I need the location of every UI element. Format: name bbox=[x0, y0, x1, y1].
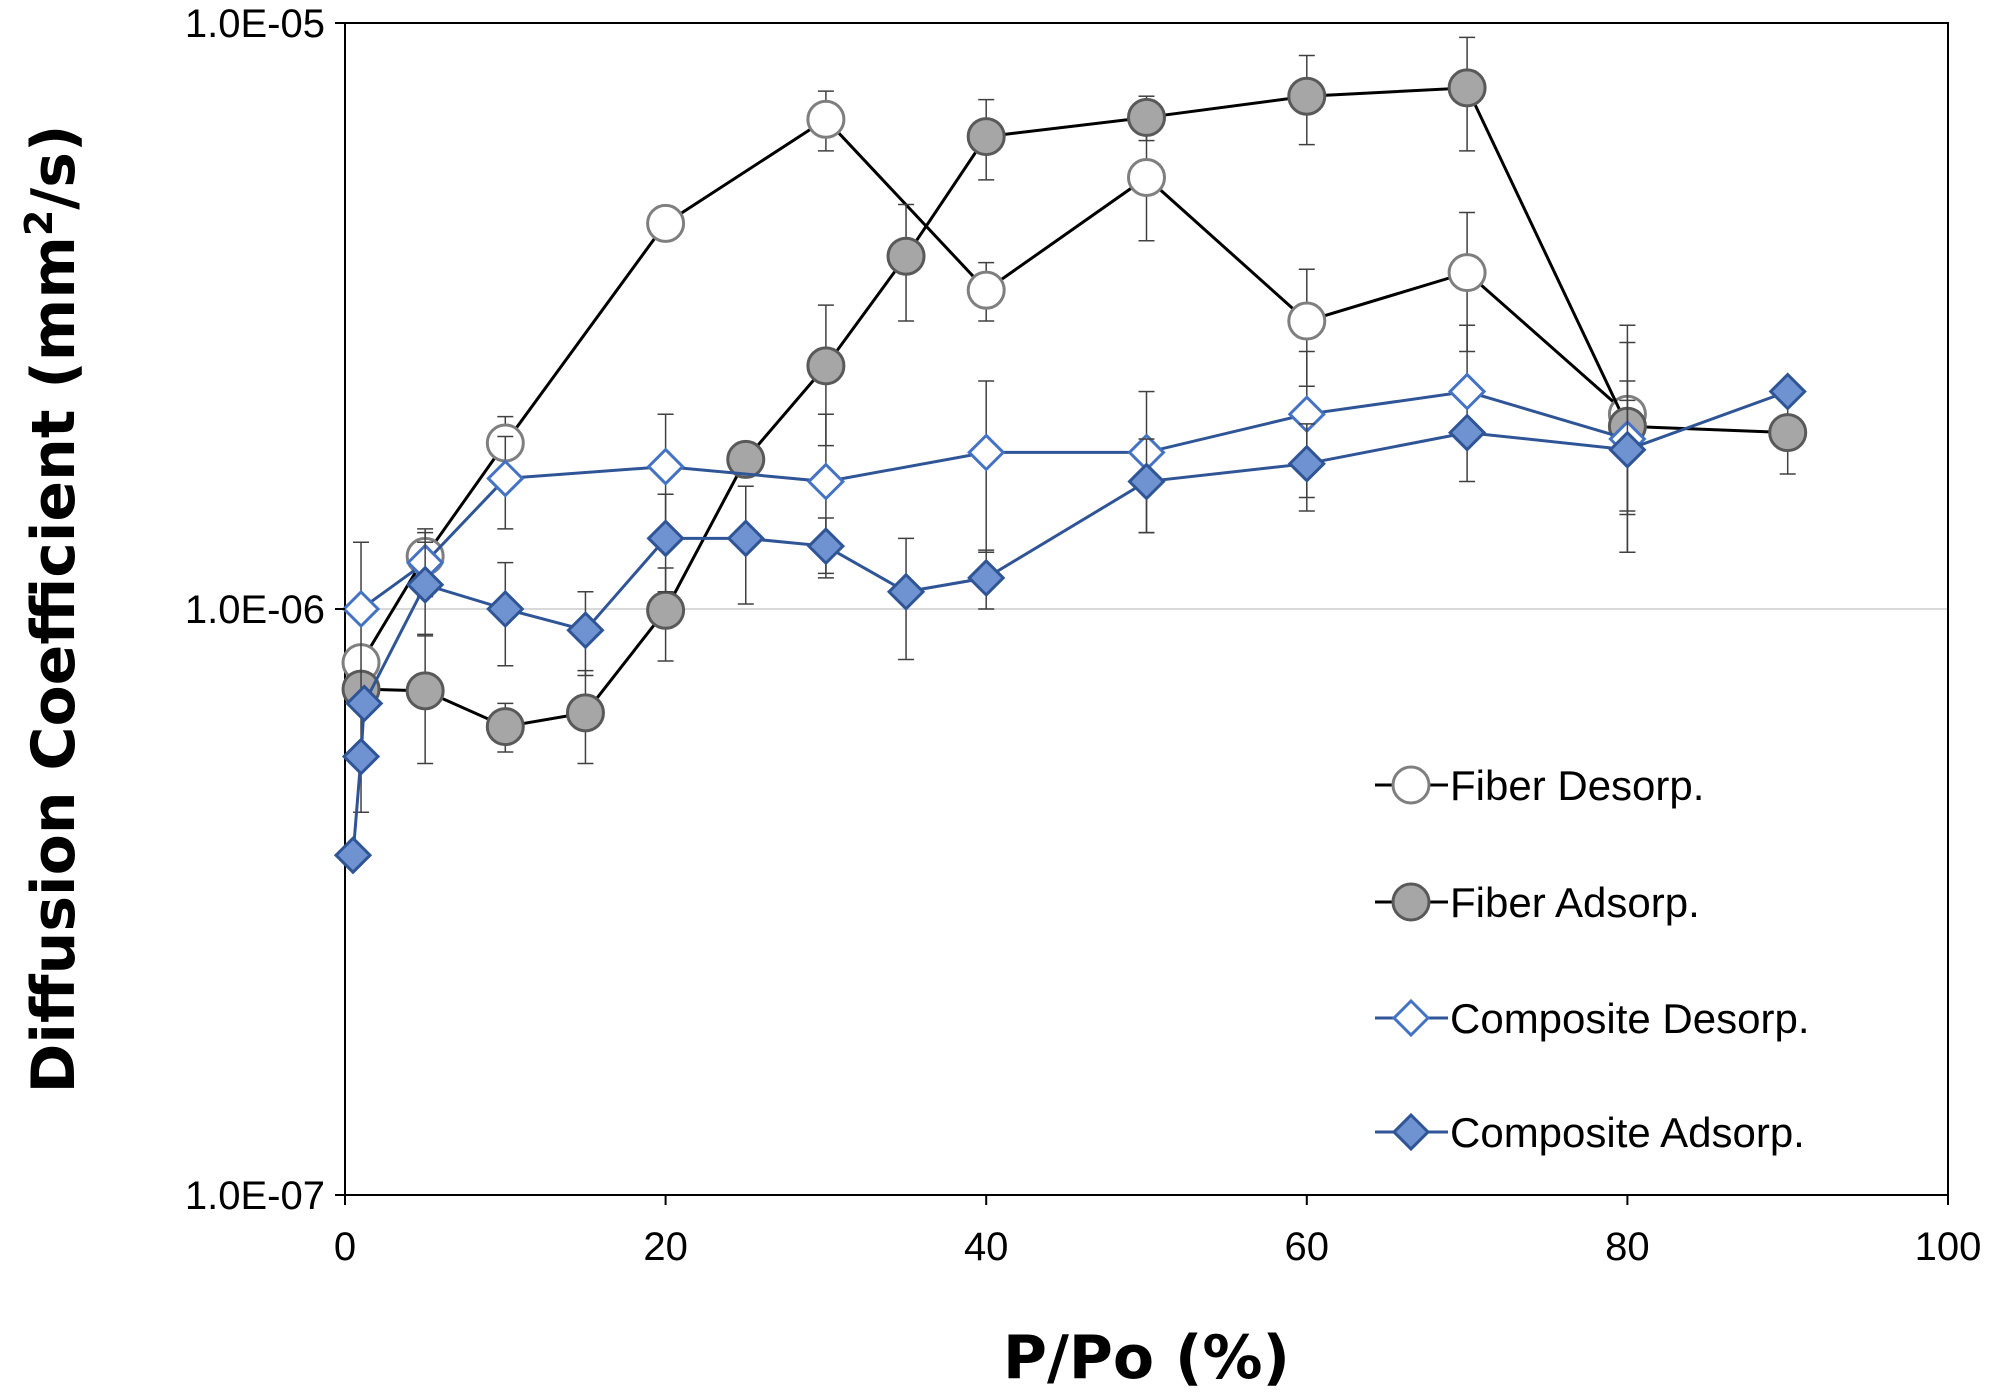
data-point bbox=[566, 611, 605, 650]
series-1 bbox=[341, 36, 1808, 765]
data-point bbox=[646, 519, 685, 558]
data-point bbox=[1127, 97, 1166, 137]
data-point bbox=[806, 527, 846, 566]
data-point bbox=[1287, 76, 1327, 116]
data-point bbox=[486, 589, 525, 629]
legend-marker bbox=[1391, 882, 1431, 922]
x-axis-title: P/Po (%) bbox=[1003, 1323, 1290, 1393]
series-3 bbox=[333, 372, 1807, 875]
data-point bbox=[1608, 430, 1647, 469]
y-tick-label: 1.0E-06 bbox=[185, 588, 325, 632]
y-tick-label: 1.0E-05 bbox=[185, 2, 325, 46]
data-point bbox=[1127, 462, 1166, 501]
data-point bbox=[1447, 253, 1487, 293]
data-point bbox=[967, 558, 1006, 598]
x-tick-label: 80 bbox=[1605, 1225, 1650, 1269]
legend-item: Composite Desorp. bbox=[1375, 995, 1809, 1042]
data-point bbox=[333, 836, 373, 875]
series-line bbox=[351, 390, 1789, 856]
legend-item: Composite Adsorp. bbox=[1375, 1109, 1805, 1156]
data-point bbox=[726, 439, 766, 479]
x-tick-label: 100 bbox=[1915, 1225, 1982, 1269]
data-point bbox=[966, 117, 1006, 157]
x-tick-label: 0 bbox=[334, 1225, 356, 1269]
series-0 bbox=[341, 90, 1647, 683]
legend-label: Composite Adsorp. bbox=[1450, 1109, 1805, 1156]
y-tick-label: 1.0E-07 bbox=[185, 1174, 325, 1218]
data-point bbox=[1447, 372, 1487, 411]
x-tick-label: 40 bbox=[964, 1225, 1009, 1269]
data-point bbox=[345, 684, 384, 723]
data-point bbox=[806, 346, 846, 386]
legend-marker bbox=[1391, 1112, 1431, 1152]
legend-label: Fiber Desorp. bbox=[1450, 762, 1704, 809]
data-point bbox=[1768, 413, 1808, 453]
data-point bbox=[486, 459, 525, 498]
tick-layer: 0 20 40 60 80 100 1.0E-07 1.0E-06 1.0E-05 bbox=[185, 2, 1981, 1269]
series-layer bbox=[333, 36, 1808, 875]
data-point bbox=[341, 589, 381, 629]
data-point bbox=[646, 203, 686, 243]
data-point bbox=[341, 737, 381, 776]
data-point bbox=[1287, 444, 1326, 483]
data-point bbox=[967, 433, 1006, 472]
data-point bbox=[806, 99, 846, 139]
data-point bbox=[405, 671, 445, 711]
legend-item: Fiber Adsorp. bbox=[1375, 879, 1700, 926]
data-point bbox=[485, 707, 525, 747]
data-point bbox=[1768, 372, 1807, 411]
y-axis-title-main: Diffusion Coefficient (mm bbox=[19, 236, 89, 1093]
data-point bbox=[646, 590, 686, 630]
data-point bbox=[886, 572, 926, 611]
data-point bbox=[646, 447, 685, 486]
data-point bbox=[1447, 68, 1487, 108]
data-point bbox=[966, 270, 1006, 310]
legend-marker bbox=[1391, 998, 1431, 1038]
legend-item: Fiber Desorp. bbox=[1375, 762, 1704, 809]
data-point bbox=[1127, 157, 1166, 197]
data-point bbox=[406, 565, 445, 604]
x-tick-label: 60 bbox=[1285, 1225, 1330, 1269]
legend: Fiber Desorp. Fiber Adsorp. Composite Deso… bbox=[1375, 762, 1809, 1156]
legend-label: Fiber Adsorp. bbox=[1450, 879, 1700, 926]
x-tick-label: 20 bbox=[643, 1225, 688, 1269]
legend-marker bbox=[1391, 765, 1431, 805]
data-point bbox=[806, 462, 846, 501]
data-point bbox=[565, 693, 605, 733]
data-point bbox=[1447, 413, 1487, 452]
data-point bbox=[726, 519, 765, 558]
legend-label: Composite Desorp. bbox=[1450, 995, 1809, 1042]
y-axis-title-superscript: 2 bbox=[17, 210, 61, 236]
series-2 bbox=[341, 324, 1647, 701]
y-axis-title: Diffusion Coefficient (mm2/s) bbox=[17, 125, 89, 1094]
series-line bbox=[360, 390, 1628, 611]
data-point bbox=[886, 236, 926, 276]
data-point bbox=[1287, 301, 1327, 341]
y-axis-title-end: /s) bbox=[19, 125, 89, 210]
